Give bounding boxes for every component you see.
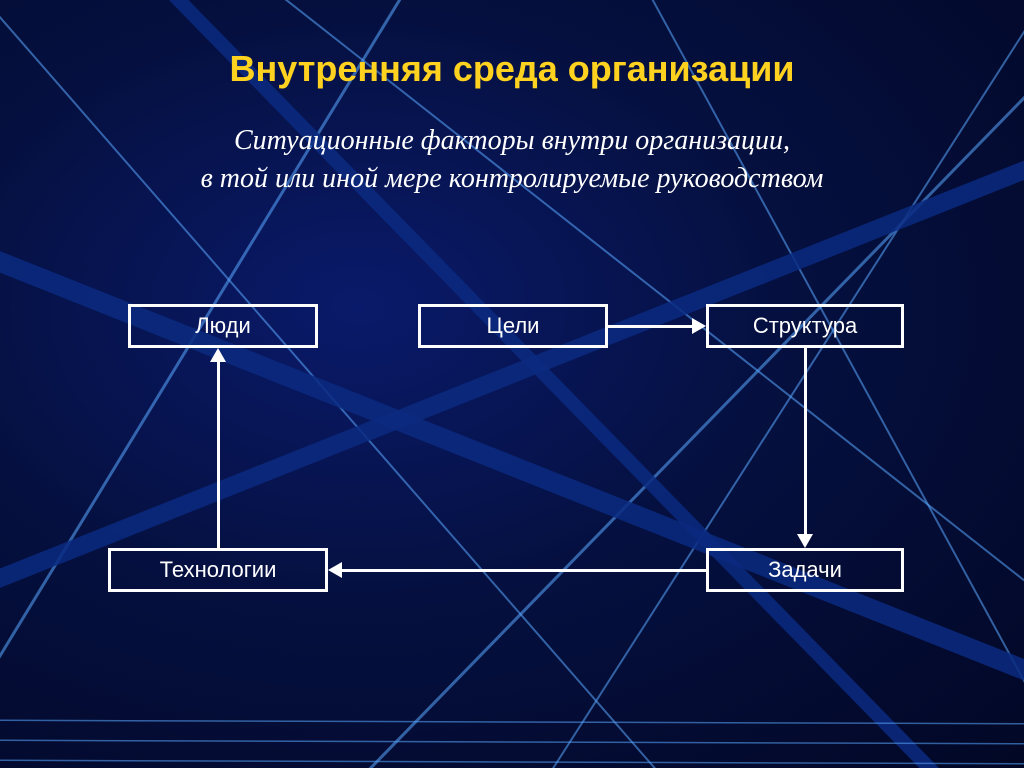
node-goals: Цели xyxy=(418,304,608,348)
node-structure: Структура xyxy=(706,304,904,348)
arrow-head-structure-tasks xyxy=(797,534,813,548)
arrow-goals-structure xyxy=(608,325,692,328)
node-technology: Технологии xyxy=(108,548,328,592)
arrow-structure-tasks xyxy=(804,348,807,534)
arrow-head-goals-structure xyxy=(692,318,706,334)
arrow-head-technology-people xyxy=(210,348,226,362)
node-tasks: Задачи xyxy=(706,548,904,592)
slide-content: Внутренняя среда организации Ситуационны… xyxy=(0,0,1024,768)
node-people: Люди xyxy=(128,304,318,348)
arrow-technology-people xyxy=(217,362,220,548)
flow-diagram: Люди Цели Структура Технологии Задачи xyxy=(0,0,1024,768)
arrow-tasks-technology xyxy=(342,569,706,572)
arrow-head-tasks-technology xyxy=(328,562,342,578)
